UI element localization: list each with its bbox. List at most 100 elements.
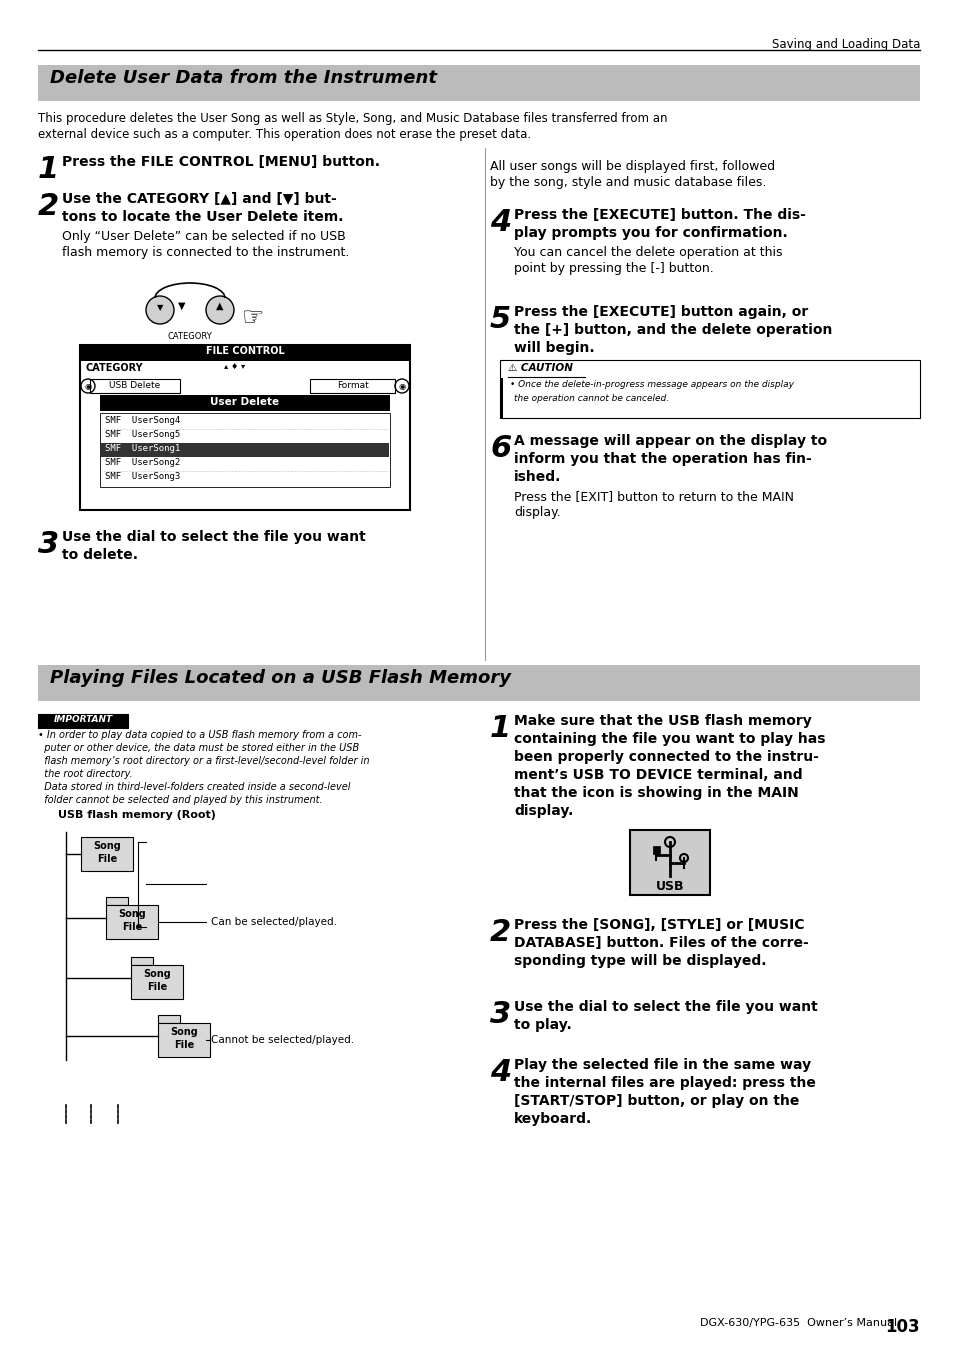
Text: to delete.: to delete. [62, 549, 138, 562]
Text: ▲: ▲ [216, 301, 224, 311]
Text: tons to locate the User Delete item.: tons to locate the User Delete item. [62, 209, 343, 224]
Text: inform you that the operation has fin-: inform you that the operation has fin- [514, 453, 811, 466]
Text: ished.: ished. [514, 470, 560, 484]
Text: Play the selected file in the same way: Play the selected file in the same way [514, 1058, 810, 1071]
Text: Data stored in third-level-folders created inside a second-level: Data stored in third-level-folders creat… [38, 782, 350, 792]
Text: File: File [147, 982, 167, 992]
Bar [158, 1015, 180, 1023]
Bar [131, 965, 183, 998]
Bar [81, 838, 132, 871]
Text: ◉: ◉ [398, 382, 405, 390]
Text: 6: 6 [490, 434, 511, 463]
Text: This procedure deletes the User Song as well as Style, Song, and Music Database : This procedure deletes the User Song as … [38, 112, 667, 126]
Bar [90, 380, 180, 393]
Text: Use the CATEGORY [▲] and [▼] but-: Use the CATEGORY [▲] and [▼] but- [62, 192, 336, 205]
Text: A message will appear on the display to: A message will appear on the display to [514, 434, 826, 449]
Text: User Delete: User Delete [211, 397, 279, 407]
Text: CATEGORY: CATEGORY [168, 332, 213, 340]
Bar [80, 345, 410, 361]
Text: USB Delete: USB Delete [110, 381, 160, 390]
Text: USB flash memory (Root): USB flash memory (Root) [58, 811, 215, 820]
Text: 3: 3 [38, 530, 59, 559]
Text: the operation cannot be canceled.: the operation cannot be canceled. [514, 394, 668, 403]
Text: 2: 2 [38, 192, 59, 222]
Text: File: File [97, 854, 117, 865]
Text: • In order to play data copied to a USB flash memory from a com-: • In order to play data copied to a USB … [38, 730, 361, 740]
Bar [38, 65, 919, 101]
Text: ☞: ☞ [242, 305, 264, 330]
Text: Format: Format [336, 381, 369, 390]
Text: 2: 2 [490, 917, 511, 947]
Text: 1: 1 [490, 713, 511, 743]
Text: 3: 3 [490, 1000, 511, 1029]
Text: SMF  UserSong4: SMF UserSong4 [105, 416, 180, 426]
Text: Cannot be selected/played.: Cannot be selected/played. [211, 1035, 354, 1046]
Text: Use the dial to select the file you want: Use the dial to select the file you want [62, 530, 365, 544]
Bar [629, 830, 709, 894]
Text: the root directory.: the root directory. [38, 769, 132, 780]
Bar [106, 905, 158, 939]
Text: been properly connected to the instru-: been properly connected to the instru- [514, 750, 818, 765]
Text: ▼: ▼ [156, 304, 163, 312]
Bar [499, 378, 502, 417]
Text: IMPORTANT: IMPORTANT [53, 715, 112, 724]
Text: DGX-630/YPG-635  Owner’s Manual: DGX-630/YPG-635 Owner’s Manual [700, 1319, 896, 1328]
Text: folder cannot be selected and played by this instrument.: folder cannot be selected and played by … [38, 794, 322, 805]
Text: Press the [SONG], [STYLE] or [MUSIC: Press the [SONG], [STYLE] or [MUSIC [514, 917, 803, 932]
Text: the internal files are played: press the: the internal files are played: press the [514, 1075, 815, 1090]
Text: Use the dial to select the file you want: Use the dial to select the file you want [514, 1000, 817, 1015]
Bar [158, 1023, 210, 1056]
Bar [131, 957, 152, 965]
Text: Delete User Data from the Instrument: Delete User Data from the Instrument [50, 69, 436, 86]
Text: display.: display. [514, 507, 560, 519]
Bar [310, 380, 395, 393]
Text: SMF  UserSong3: SMF UserSong3 [105, 471, 180, 481]
Text: CATEGORY: CATEGORY [86, 363, 144, 373]
Text: sponding type will be displayed.: sponding type will be displayed. [514, 954, 765, 969]
Text: point by pressing the [-] button.: point by pressing the [-] button. [514, 262, 713, 276]
Text: keyboard.: keyboard. [514, 1112, 592, 1125]
Text: 103: 103 [884, 1319, 919, 1336]
Text: Playing Files Located on a USB Flash Memory: Playing Files Located on a USB Flash Mem… [50, 669, 511, 688]
Circle shape [206, 296, 233, 324]
Text: 4: 4 [490, 1058, 511, 1088]
Bar [652, 846, 659, 854]
Text: SMF  UserSong1: SMF UserSong1 [105, 444, 180, 453]
Text: • Once the delete-in-progress message appears on the display: • Once the delete-in-progress message ap… [510, 380, 793, 389]
Text: FILE CONTROL: FILE CONTROL [206, 346, 284, 357]
Text: by the song, style and music database files.: by the song, style and music database fi… [490, 176, 765, 189]
Bar [80, 345, 410, 509]
Text: Song: Song [170, 1027, 197, 1038]
Text: Press the [EXECUTE] button again, or: Press the [EXECUTE] button again, or [514, 305, 807, 319]
Bar [100, 413, 390, 486]
Bar [106, 897, 128, 905]
Text: Song: Song [143, 969, 171, 979]
Text: to play.: to play. [514, 1019, 571, 1032]
Text: Only “User Delete” can be selected if no USB: Only “User Delete” can be selected if no… [62, 230, 345, 243]
Text: USB: USB [655, 880, 683, 893]
Circle shape [146, 296, 173, 324]
Text: [START/STOP] button, or play on the: [START/STOP] button, or play on the [514, 1094, 799, 1108]
Text: 4: 4 [490, 208, 511, 236]
Bar [100, 394, 390, 411]
Text: ◉: ◉ [84, 382, 91, 390]
Text: Song: Song [93, 842, 121, 851]
Text: display.: display. [514, 804, 573, 817]
Text: Can be selected/played.: Can be selected/played. [211, 917, 336, 927]
Text: 1: 1 [38, 155, 59, 184]
Text: flash memory is connected to the instrument.: flash memory is connected to the instrum… [62, 246, 349, 259]
Text: that the icon is showing in the MAIN: that the icon is showing in the MAIN [514, 786, 798, 800]
Text: Press the [EXECUTE] button. The dis-: Press the [EXECUTE] button. The dis- [514, 208, 805, 222]
Bar [38, 665, 919, 701]
Text: You can cancel the delete operation at this: You can cancel the delete operation at t… [514, 246, 781, 259]
Text: Make sure that the USB flash memory: Make sure that the USB flash memory [514, 713, 811, 728]
Text: DATABASE] button. Files of the corre-: DATABASE] button. Files of the corre- [514, 936, 808, 950]
Bar [499, 359, 919, 417]
Text: Press the FILE CONTROL [MENU] button.: Press the FILE CONTROL [MENU] button. [62, 155, 379, 169]
Text: puter or other device, the data must be stored either in the USB: puter or other device, the data must be … [38, 743, 359, 753]
Text: ▴ ♦ ▾: ▴ ♦ ▾ [224, 362, 245, 372]
Text: SMF  UserSong5: SMF UserSong5 [105, 430, 180, 439]
Text: File: File [173, 1040, 193, 1050]
Text: File: File [122, 921, 142, 932]
Text: containing the file you want to play has: containing the file you want to play has [514, 732, 824, 746]
